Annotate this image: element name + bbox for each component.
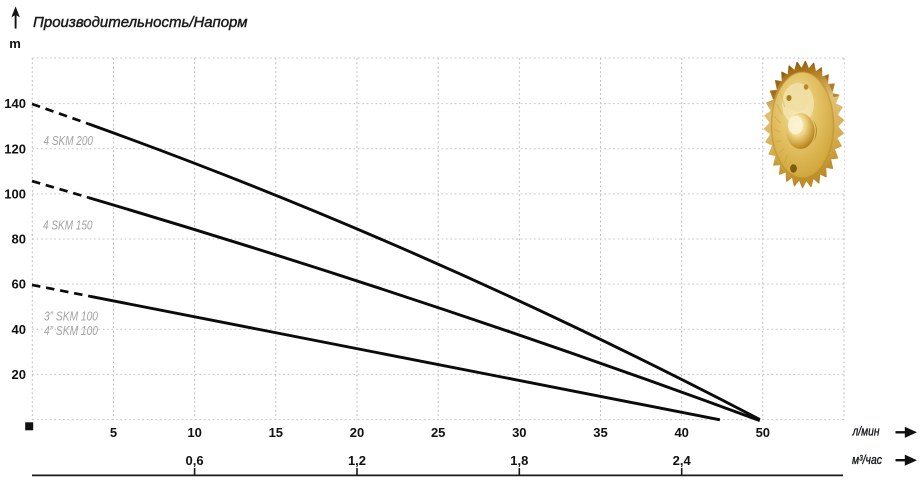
svg-text:15: 15: [269, 425, 283, 440]
svg-text:2,4: 2,4: [673, 453, 692, 468]
svg-text:120: 120: [4, 141, 26, 156]
svg-text:3” SKM 100: 3” SKM 100: [44, 309, 98, 323]
svg-text:10: 10: [187, 425, 201, 440]
svg-text:100: 100: [4, 187, 26, 202]
svg-text:0,6: 0,6: [186, 453, 204, 468]
svg-text:20: 20: [12, 367, 26, 382]
svg-text:50: 50: [756, 425, 770, 440]
svg-text:4 SKM 200: 4 SKM 200: [44, 134, 94, 148]
svg-text:m: m: [9, 36, 21, 51]
svg-text:5: 5: [110, 425, 117, 440]
svg-text:25: 25: [431, 425, 445, 440]
svg-text:1,8: 1,8: [510, 453, 528, 468]
svg-text:20: 20: [350, 425, 364, 440]
svg-text:4 SKM 150: 4 SKM 150: [43, 219, 93, 233]
svg-text:Производительность/Напорм: Производительность/Напорм: [33, 14, 248, 31]
svg-text:60: 60: [12, 277, 26, 292]
svg-text:30: 30: [512, 425, 526, 440]
svg-text:140: 140: [4, 96, 26, 111]
svg-text:л/мин: л/мин: [852, 425, 880, 439]
svg-text:40: 40: [674, 425, 688, 440]
svg-text:м³/час: м³/час: [852, 453, 883, 467]
svg-text:4” SKM 100: 4” SKM 100: [44, 324, 98, 338]
svg-text:1,2: 1,2: [348, 453, 366, 468]
svg-text:80: 80: [12, 232, 26, 247]
svg-text:35: 35: [593, 425, 607, 440]
svg-text:40: 40: [12, 322, 26, 337]
